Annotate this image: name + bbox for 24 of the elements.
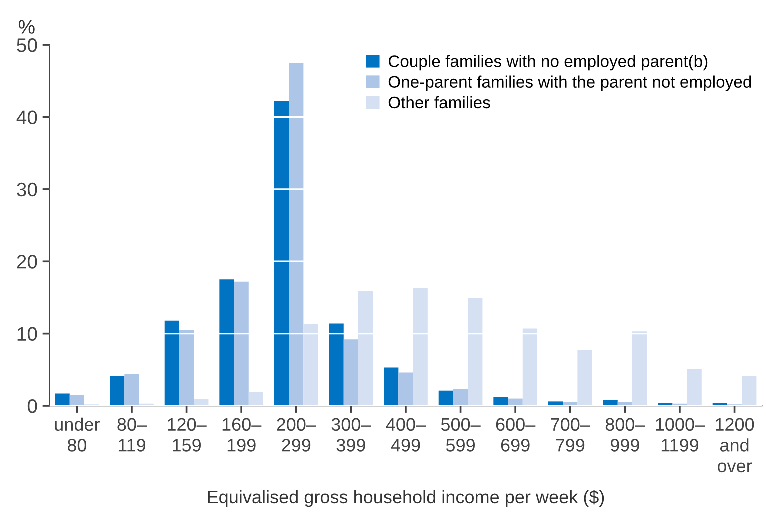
y-tick-label: 10: [18, 327, 38, 342]
x-tick-label: 120– 159: [168, 418, 207, 452]
x-tick-label: 80– 119: [118, 418, 148, 452]
y-tick-label: 20: [17, 255, 38, 269]
x-tick-label: 700– 799: [551, 418, 590, 452]
y-tick-label: 30: [17, 182, 38, 197]
x-tick-label: 160– 199: [222, 418, 262, 452]
x-tick-label: 400– 499: [386, 418, 426, 452]
x-tick-label: 800– 999: [606, 418, 646, 452]
x-tick-label: 500– 599: [441, 418, 481, 452]
x-tick-label: 600– 699: [496, 418, 536, 452]
x-tick-label: 200– 299: [277, 418, 316, 452]
x-tick-label: 1200 and over: [716, 418, 754, 473]
x-tick-label: under 80: [55, 418, 100, 452]
x-axis-title: Equivalised gross household income per week ($): [208, 490, 604, 508]
x-tick-label: 300– 399: [332, 418, 372, 452]
y-axis-title: %: [18, 20, 35, 34]
x-tick-label: 1000– 1199: [656, 418, 706, 452]
legend-label: One-parent families with the parent not employed: [388, 76, 752, 92]
y-tick-label: 0: [28, 399, 38, 414]
y-tick-label: 40: [16, 110, 38, 124]
legend-label: Other families: [388, 96, 490, 109]
legend-label: Couple families with no employed parent(b): [388, 55, 708, 71]
y-tick-label: 50: [17, 38, 38, 52]
